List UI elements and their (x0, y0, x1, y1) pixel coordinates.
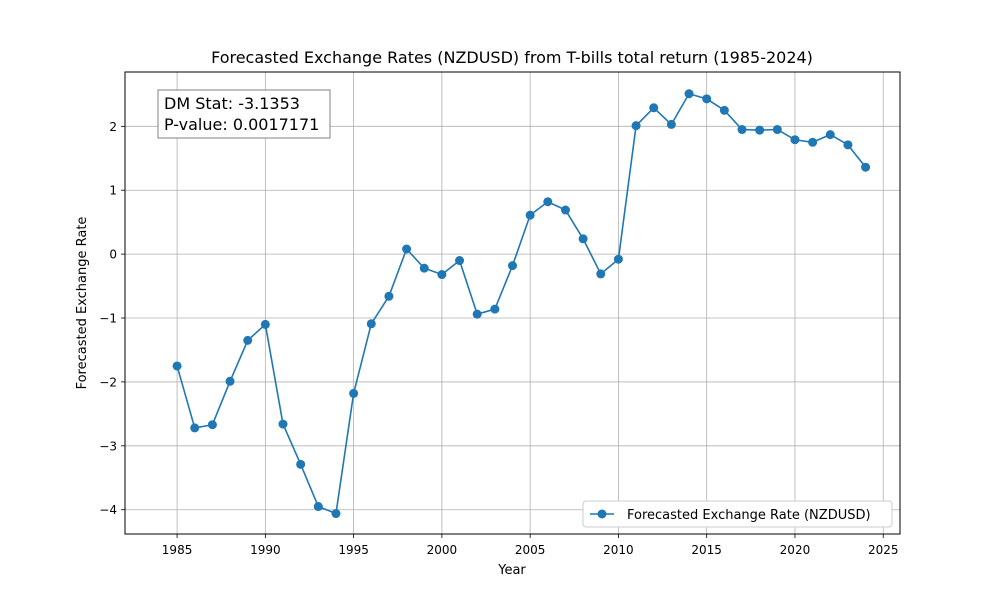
x-tick-label: 1995 (338, 543, 369, 557)
data-point (437, 270, 447, 280)
y-tick-label: −4 (99, 503, 117, 517)
legend-marker-sample (597, 509, 607, 519)
data-point (719, 105, 729, 115)
y-tick-label: 1 (109, 184, 117, 198)
dm-stat-text: DM Stat: -3.1353 (164, 94, 300, 113)
x-axis-ticks: 1985 1990 1995 2000 2005 2010 2015 2020 2025 (162, 534, 899, 557)
data-point (172, 361, 182, 371)
y-axis-label: Forecasted Exchange Rate (75, 217, 90, 390)
x-tick-label: 2015 (691, 543, 722, 557)
data-point (578, 234, 588, 244)
annotation-box (157, 89, 331, 139)
data-point (525, 210, 535, 220)
data-point (402, 244, 412, 254)
data-point (278, 419, 288, 429)
data-point (808, 137, 818, 147)
series-group (172, 89, 871, 519)
x-tick-label: 2000 (427, 543, 458, 557)
data-point (543, 197, 553, 207)
x-tick-label: 2005 (515, 543, 546, 557)
data-point (207, 420, 217, 430)
plot-area-frame (124, 71, 901, 535)
data-point (825, 130, 835, 140)
data-point (560, 205, 570, 215)
data-point (666, 119, 676, 129)
y-tick-label: −2 (99, 375, 117, 389)
data-point (508, 261, 517, 271)
x-tick-label: 1985 (162, 543, 193, 557)
data-point (490, 304, 500, 314)
series-line (176, 92, 867, 515)
data-point (772, 125, 782, 135)
x-tick-label: 2025 (868, 543, 899, 557)
data-point (455, 256, 465, 266)
x-tick-label: 2020 (780, 543, 811, 557)
data-point (843, 140, 853, 150)
data-point (613, 254, 623, 264)
legend: Forecasted Exchange Rate (NZDUSD) (582, 500, 893, 528)
data-point (243, 335, 253, 345)
data-point (861, 162, 871, 172)
data-point (384, 291, 394, 301)
data-point (737, 125, 747, 135)
data-point (702, 94, 712, 104)
data-point (190, 423, 200, 433)
data-point (313, 502, 323, 512)
y-tick-label: 2 (109, 120, 117, 134)
y-tick-label: −1 (99, 312, 117, 326)
x-tick-label: 2010 (603, 543, 634, 557)
data-point (331, 509, 341, 519)
y-axis-ticks: −4 −3 −2 −1 0 1 2 (99, 120, 125, 517)
data-point (649, 103, 659, 113)
dm-stat-annotation: DM Stat: -3.1353 P-value: 0.0017171 (157, 89, 331, 139)
data-point (349, 388, 359, 398)
data-point (419, 263, 429, 273)
p-value-text: P-value: 0.0017171 (164, 115, 319, 134)
y-tick-label: 0 (109, 248, 117, 262)
x-tick-label: 1990 (250, 543, 281, 557)
y-tick-label: −3 (99, 439, 117, 453)
x-axis-label: Year (497, 563, 526, 578)
data-point (225, 376, 235, 386)
data-point (366, 319, 376, 329)
data-point (631, 121, 641, 131)
data-point (596, 269, 606, 279)
data-point (790, 135, 800, 145)
data-point (472, 309, 482, 319)
legend-label: Forecasted Exchange Rate (NZDUSD) (627, 508, 871, 523)
legend-box (582, 500, 893, 528)
data-point (755, 125, 765, 135)
data-point (260, 319, 270, 329)
data-point (296, 459, 306, 469)
chart-title: Forecasted Exchange Rates (NZDUSD) from … (211, 48, 813, 67)
data-point (684, 89, 694, 99)
